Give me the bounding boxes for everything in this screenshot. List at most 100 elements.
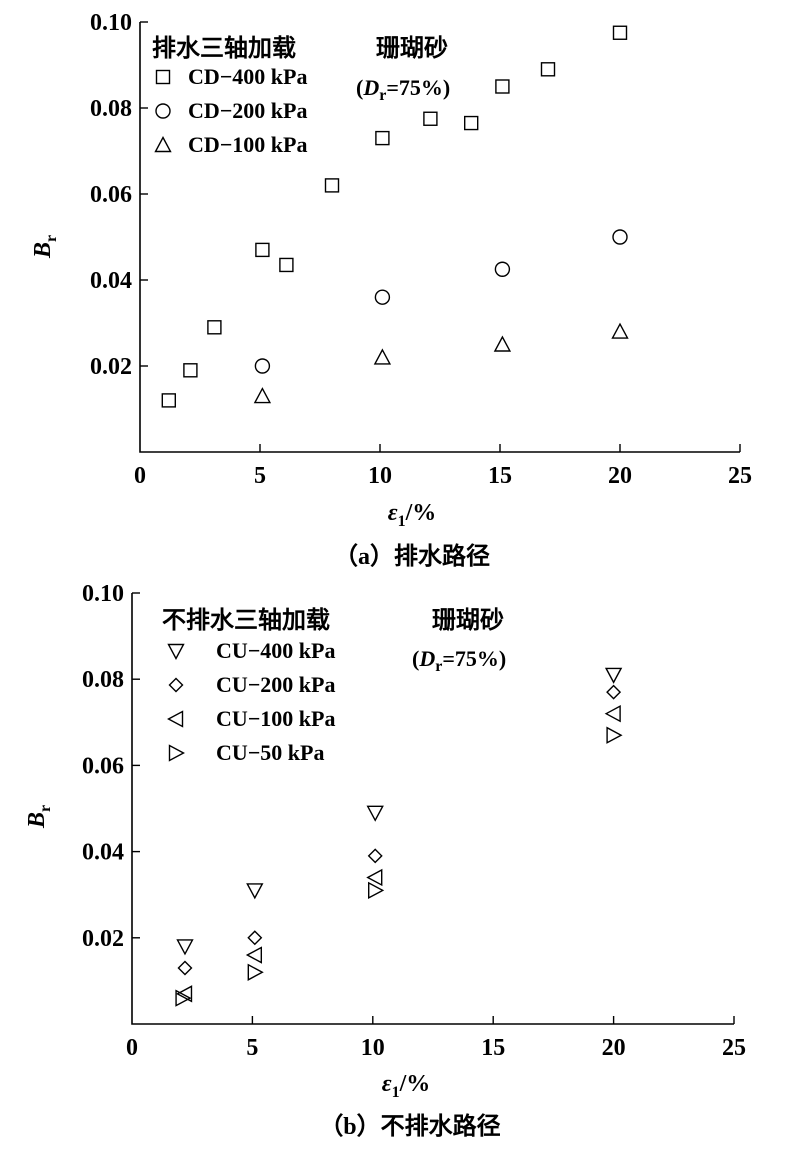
legend-label: CU−100 kPa <box>216 706 336 731</box>
panel-b-axes <box>131 593 734 1025</box>
panel-a-dr-note: (Dr=75%) <box>356 75 450 104</box>
data-point-triangle-right <box>606 726 623 744</box>
data-point-circle <box>494 261 511 277</box>
panel-a-axes <box>139 22 740 453</box>
data-point-triangle-down <box>246 883 264 900</box>
panel-a-caption: （a）排水路径 <box>334 542 490 570</box>
data-point-triangle-down <box>366 805 384 822</box>
dr-note-sub: r <box>435 658 442 675</box>
data-point-diamond <box>247 930 263 946</box>
panel-b-caption: （b）不排水路径 <box>319 1112 500 1140</box>
y-tick-label: 0.02 <box>90 354 132 380</box>
y-tick-label: 0.08 <box>90 96 132 122</box>
legend-marker-triangle-left <box>167 710 184 728</box>
x-tick-label: 25 <box>728 463 752 489</box>
x-axis-label-sub: 1 <box>398 513 406 530</box>
data-point-triangle-left <box>604 705 621 723</box>
legend-label: CD−200 kPa <box>188 98 308 123</box>
data-point-square <box>279 257 294 273</box>
panel-b-dr-note: (Dr=75%) <box>412 646 506 675</box>
y-axis-label-sub: r <box>37 805 54 812</box>
data-point-square <box>375 130 390 146</box>
y-axis-label-sub: r <box>43 235 60 242</box>
y-tick-label: 0.06 <box>82 753 124 779</box>
data-point-square <box>464 115 479 131</box>
x-tick-label: 15 <box>481 1035 505 1061</box>
data-point-square <box>255 242 270 258</box>
panel-b-undrained: 0 5 10 15 20 25 0.02 0.04 0.06 0.08 0.10 Br ε1/% （… <box>24 581 746 1140</box>
data-point-diamond <box>606 684 622 700</box>
legend-label: CD−400 kPa <box>188 64 308 89</box>
panel-b-y-axis-label: Br <box>24 805 54 829</box>
y-tick-label: 0.04 <box>82 840 124 866</box>
x-tick-label: 0 <box>126 1035 138 1061</box>
data-point-triangle-left <box>175 985 193 1003</box>
y-tick-label: 0.02 <box>82 926 124 952</box>
x-tick-label: 25 <box>722 1035 746 1061</box>
dr-note-open: ( <box>356 75 363 100</box>
y-tick-label: 0.06 <box>90 182 132 208</box>
panel-a-x-axis-label: ε1/% <box>388 500 437 530</box>
legend-label: CU−50 kPa <box>216 740 325 765</box>
panel-a-legend: 排水三轴加载 珊瑚砂 CD−400 kPa CD−200 kPa CD−100 kP… <box>152 34 450 157</box>
legend-marker-triangle-down <box>167 643 185 660</box>
data-point-triangle-up <box>373 348 392 365</box>
dr-note-var: D <box>362 75 379 100</box>
x-tick-label: 5 <box>246 1035 258 1061</box>
x-tick-label: 20 <box>602 1035 626 1061</box>
panel-a-y-axis-label: Br <box>30 235 60 259</box>
dr-note-open: ( <box>412 646 419 671</box>
panel-b-ticks: 0 5 10 15 20 25 0.02 0.04 0.06 0.08 0.10 <box>82 581 746 1061</box>
svg-text:Br: Br <box>30 235 60 259</box>
data-point-triangle-right <box>175 989 192 1007</box>
panel-b-legend: 不排水三轴加载 珊瑚砂 CU−400 kPa CU−200 kPa CU−100 k… <box>162 606 506 765</box>
y-tick-label: 0.08 <box>82 667 124 693</box>
dr-note-var: D <box>418 646 435 671</box>
data-point-triangle-left <box>245 946 263 964</box>
x-tick-label: 0 <box>134 463 146 489</box>
panel-a-drained: 0 5 10 15 20 25 0.02 0.04 0.06 0.08 0.10 Br ε1/% （… <box>30 10 752 570</box>
data-point-diamond <box>367 848 383 864</box>
data-point-circle <box>374 289 391 305</box>
x-axis-label-sub: 1 <box>392 1084 400 1101</box>
x-tick-label: 5 <box>254 463 266 489</box>
legend-marker-diamond <box>168 677 184 693</box>
panel-b-legend-items: CU−400 kPa CU−200 kPa CU−100 kPa CU−50 kPa <box>167 638 336 765</box>
data-point-triangle-down <box>604 667 623 684</box>
legend-marker-circle <box>155 103 171 119</box>
data-point-square <box>495 79 510 94</box>
legend-marker-triangle-up <box>154 136 172 153</box>
dr-note-sub: r <box>379 87 386 104</box>
data-point-square <box>207 320 222 335</box>
dr-note-rest: =75%) <box>386 75 450 100</box>
panel-a-legend-items: CD−400 kPa CD−200 kPa CD−100 kPa <box>154 64 308 157</box>
data-point-square <box>324 178 340 193</box>
legend-marker-square <box>155 69 171 85</box>
legend-label: CU−200 kPa <box>216 672 336 697</box>
x-tick-label: 20 <box>608 463 632 489</box>
data-point-triangle-up <box>253 387 272 404</box>
data-point-circle <box>254 358 271 374</box>
x-axis-label-main: ε <box>388 500 398 526</box>
panel-a-material-label: 珊瑚砂 <box>376 35 448 62</box>
panel-b-legend-title: 不排水三轴加载 <box>162 606 330 634</box>
data-point-triangle-up <box>611 322 629 339</box>
data-point-square <box>423 111 438 126</box>
x-axis-label-unit: /% <box>399 1071 431 1097</box>
data-point-triangle-left <box>366 868 383 887</box>
data-point-square <box>161 393 177 408</box>
data-point-circle <box>612 229 628 245</box>
panel-b-material-label: 珊瑚砂 <box>432 607 504 634</box>
x-axis-label-main: ε <box>382 1071 392 1097</box>
data-point-triangle-down <box>176 939 194 956</box>
x-tick-label: 10 <box>361 1035 385 1061</box>
data-point-triangle-right <box>368 881 385 900</box>
panel-b-x-axis-label: ε1/% <box>382 1071 431 1101</box>
data-point-square <box>183 363 198 378</box>
legend-marker-triangle-right <box>168 744 185 762</box>
panel-a-legend-title: 排水三轴加载 <box>152 34 296 62</box>
panel-a-ticks: 0 5 10 15 20 25 0.02 0.04 0.06 0.08 0.10 <box>90 10 752 489</box>
panel-a-data-points <box>161 25 629 408</box>
panel-b-data-points <box>175 667 623 1007</box>
